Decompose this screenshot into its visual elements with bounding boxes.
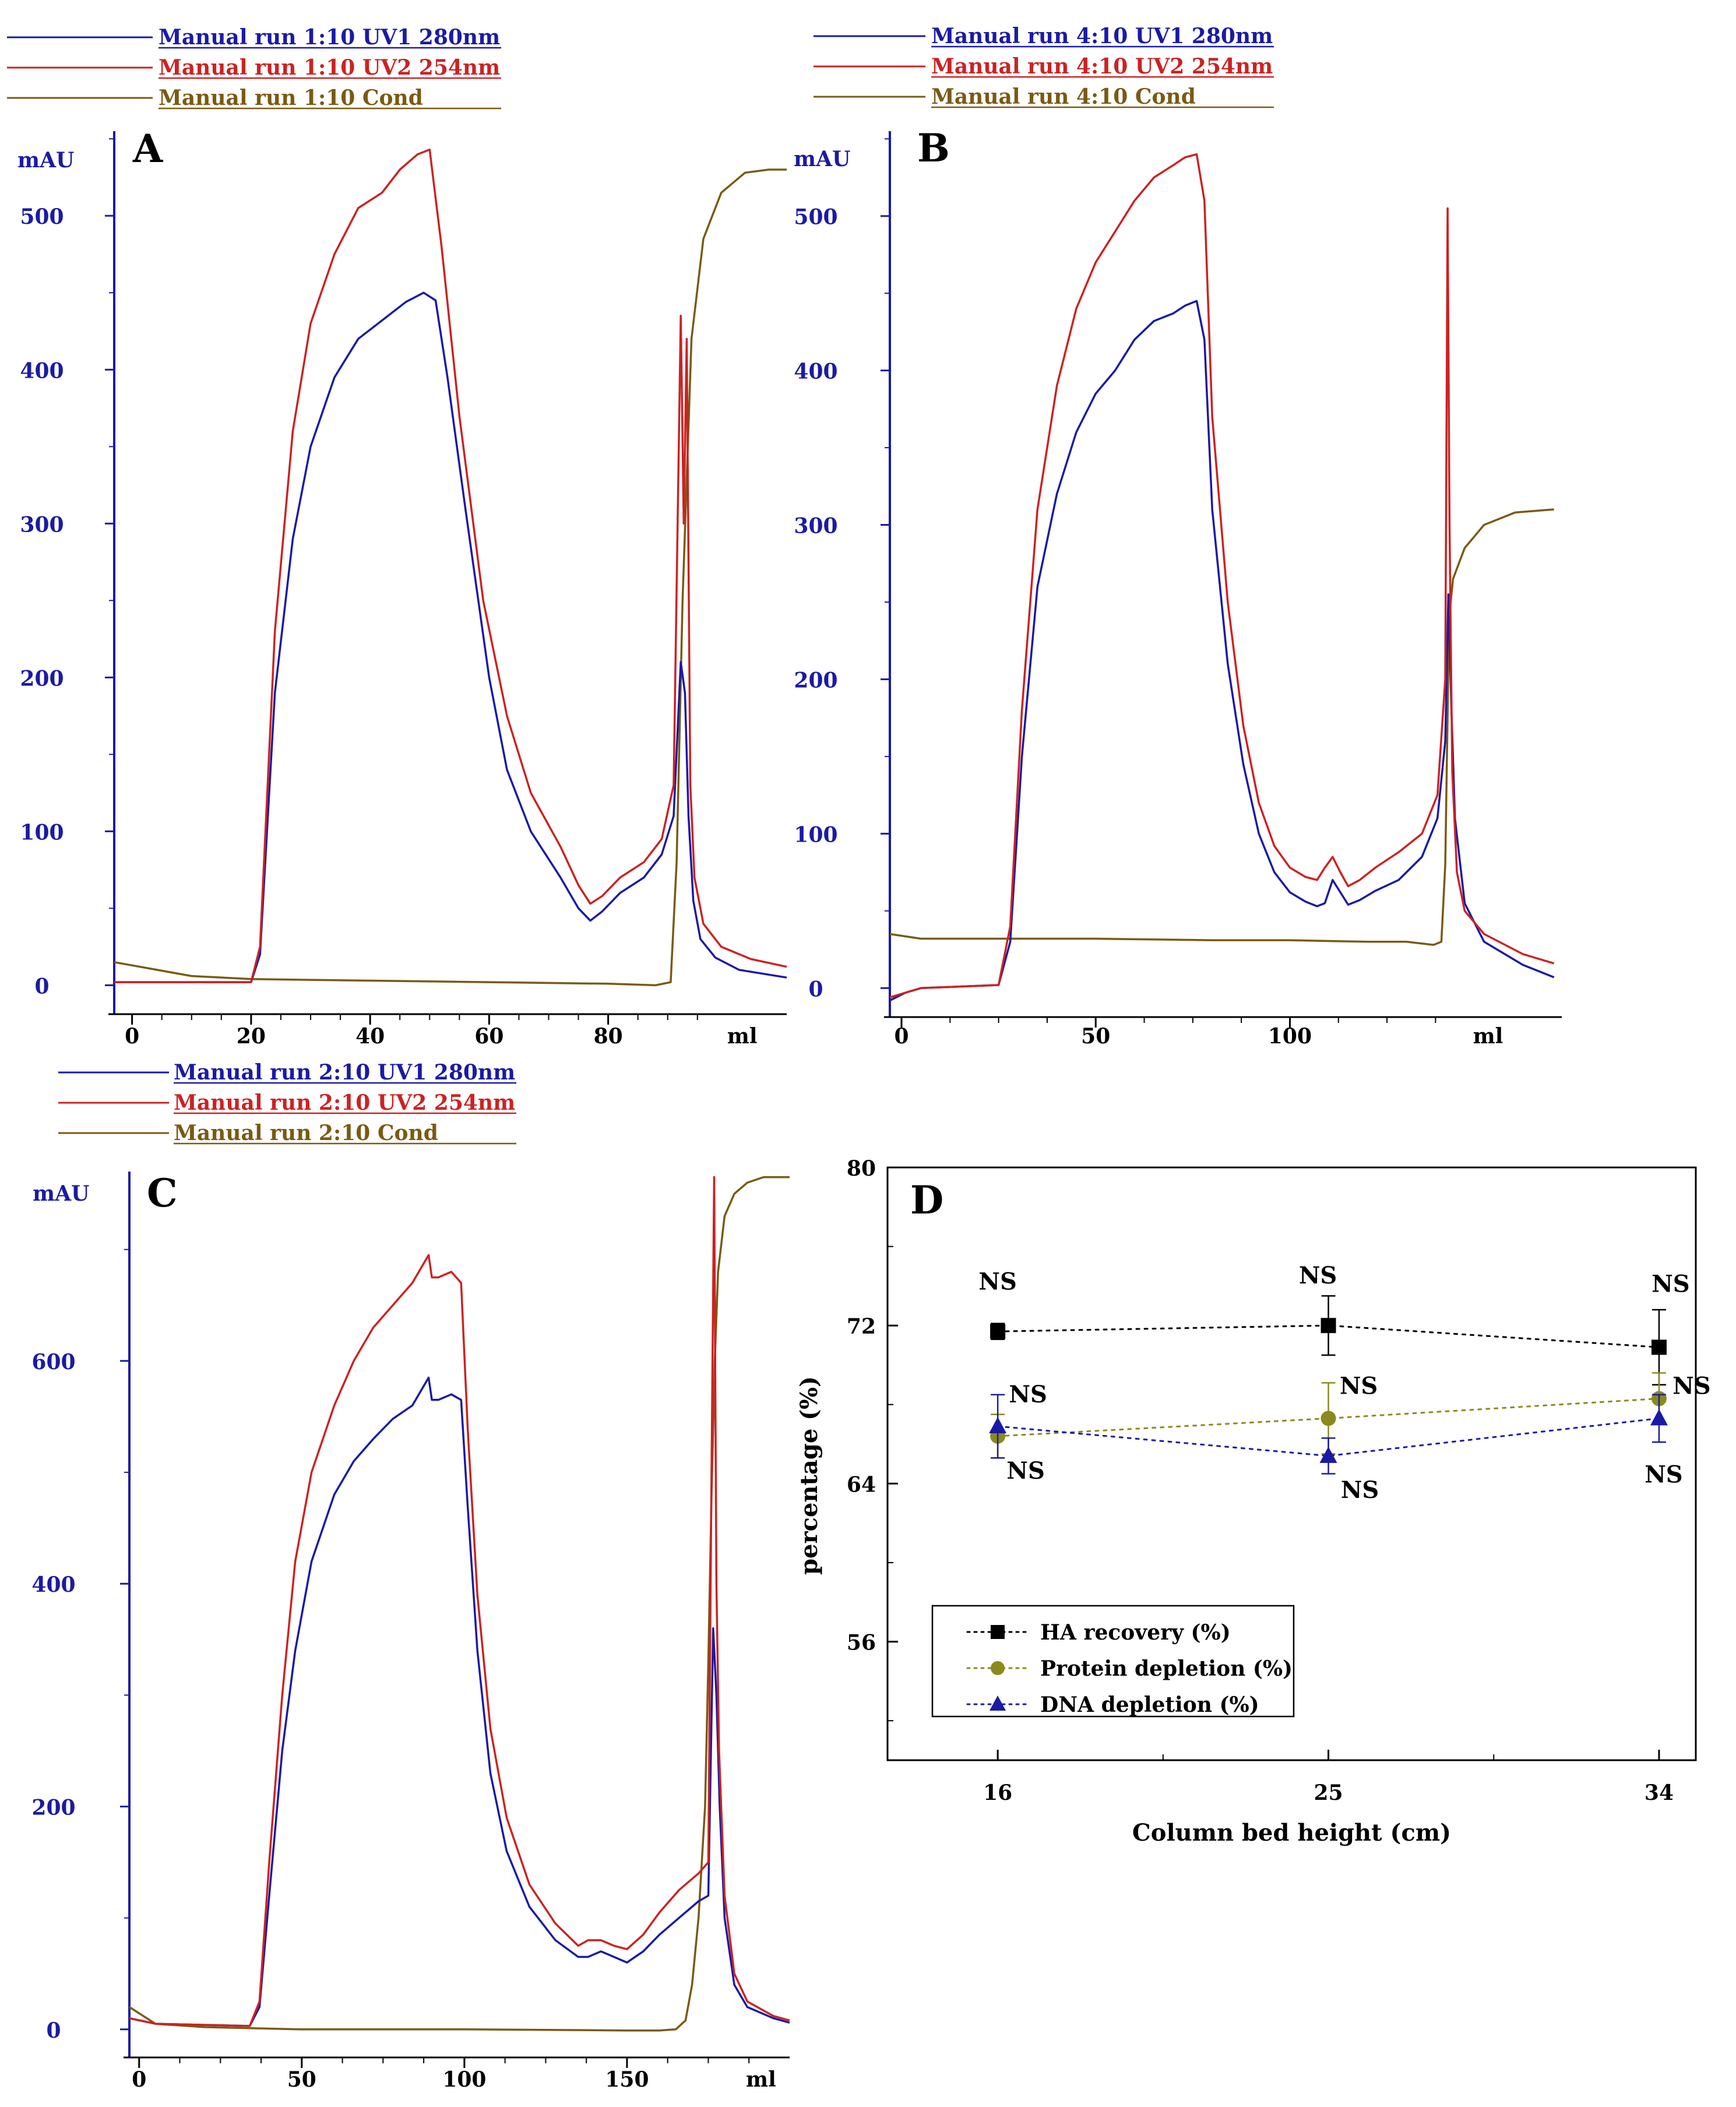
x-tick-label: 50 <box>287 2067 316 2092</box>
panel-label: A <box>132 126 163 171</box>
x-axis-label: ml <box>727 1024 758 1049</box>
y-tick-label: 0 <box>34 974 49 998</box>
y-tick-label: 0 <box>46 2018 61 2043</box>
y-axis-label: mAU <box>794 147 850 171</box>
legend-label: Manual run 4:10 UV1 280nm <box>931 24 1273 48</box>
ns-label: NS <box>1009 1381 1047 1408</box>
panel-label: B <box>917 125 950 171</box>
conductivity-line <box>114 168 787 987</box>
uv1-280nm-line <box>889 300 1555 1002</box>
x-tick-label: 16 <box>983 1781 1012 1805</box>
y-tick-label: 600 <box>31 1350 75 1374</box>
legend-marker-triangle <box>990 1696 1006 1711</box>
ns-label: NS <box>978 1268 1016 1295</box>
x-tick-label: 40 <box>355 1024 385 1049</box>
x-axis-label: ml <box>1473 1024 1503 1049</box>
uv2-254nm-line <box>114 148 787 983</box>
y-tick-label: 400 <box>31 1573 75 1597</box>
x-tick-label: 25 <box>1314 1781 1343 1805</box>
uv2-254nm-line <box>889 153 1555 998</box>
y-tick-label: 64 <box>847 1472 876 1497</box>
data-point-triangle <box>1319 1446 1337 1463</box>
y-tick-label: 200 <box>31 1795 75 1820</box>
y-axis-label: mAU <box>33 1181 89 1206</box>
y-axis-label: mAU <box>17 148 74 173</box>
legend-label: Manual run 1:10 UV2 254nm <box>159 55 500 80</box>
legend-box <box>931 1605 1295 1718</box>
data-point-square <box>1321 1318 1336 1334</box>
x-tick-label: 50 <box>1081 1024 1110 1049</box>
data-point-circle <box>1321 1410 1336 1426</box>
y-tick-label: 200 <box>20 666 64 691</box>
uv2-254nm-line <box>129 1176 790 2027</box>
x-tick-label: 150 <box>605 2067 649 2092</box>
y-tick-label: 500 <box>20 205 64 229</box>
x-tick-label: 80 <box>594 1024 623 1049</box>
legend-label: Manual run 2:10 Cond <box>174 1121 438 1145</box>
y-tick-label: 100 <box>794 822 837 847</box>
legend-label: DNA depletion (%) <box>1040 1693 1259 1717</box>
conductivity-line <box>129 1176 790 2032</box>
plot-frame <box>886 1166 1697 1761</box>
y-tick-label: 56 <box>847 1631 876 1655</box>
legend-label: Manual run 1:10 UV1 280nm <box>159 25 500 50</box>
y-axis-label: percentage (%) <box>795 1376 823 1575</box>
legend-label: Protein depletion (%) <box>1040 1656 1293 1681</box>
legend-label: Manual run 4:10 Cond <box>931 85 1196 109</box>
y-tick-label: 400 <box>20 358 64 383</box>
data-point-triangle <box>989 1417 1007 1434</box>
x-axis-label: Column bed height (cm) <box>1132 1819 1451 1846</box>
x-tick-label: 34 <box>1645 1781 1674 1805</box>
y-tick-label: 80 <box>847 1156 876 1181</box>
data-point-triangle <box>1650 1409 1668 1426</box>
y-tick-label: 0 <box>808 977 823 1001</box>
ns-label: NS <box>1299 1262 1337 1289</box>
ns-label: NS <box>1645 1461 1682 1489</box>
data-point-square <box>1651 1339 1667 1355</box>
ns-label: NS <box>1006 1457 1044 1485</box>
legend-label: Manual run 2:10 UV1 280nm <box>174 1060 515 1085</box>
ns-label: NS <box>1672 1373 1710 1400</box>
ns-label: NS <box>1340 1373 1378 1400</box>
y-tick-label: 500 <box>794 205 837 230</box>
x-tick-label: 100 <box>1268 1024 1312 1049</box>
uv1-280nm-line <box>114 291 787 983</box>
data-point-square <box>990 1324 1006 1339</box>
x-tick-label: 100 <box>442 2067 486 2092</box>
y-tick-label: 400 <box>794 360 837 384</box>
legend-label: Manual run 1:10 Cond <box>159 86 423 110</box>
uv1-280nm-line <box>129 1376 790 2027</box>
legend-marker-square <box>991 1625 1005 1639</box>
conductivity-line <box>889 508 1554 946</box>
x-tick-label: 60 <box>474 1024 503 1049</box>
panel-label: C <box>147 1170 178 1216</box>
y-tick-label: 200 <box>794 668 837 692</box>
y-tick-label: 100 <box>20 820 64 845</box>
y-tick-label: 72 <box>847 1314 876 1339</box>
x-tick-label: 0 <box>132 2067 146 2092</box>
panel-label: D <box>910 1177 943 1223</box>
legend-label: Manual run 4:10 UV2 254nm <box>931 54 1273 79</box>
legend-label: Manual run 2:10 UV2 254nm <box>174 1091 515 1115</box>
ns-label: NS <box>1341 1476 1379 1504</box>
y-tick-label: 300 <box>20 512 64 537</box>
x-axis-label: ml <box>746 2067 776 2092</box>
x-tick-label: 20 <box>237 1024 266 1049</box>
x-tick-label: 0 <box>894 1024 909 1049</box>
ns-label: NS <box>1652 1270 1689 1297</box>
legend-marker-circle <box>991 1661 1005 1675</box>
y-tick-label: 300 <box>794 514 837 539</box>
x-tick-label: 0 <box>125 1024 139 1049</box>
legend-label: HA recovery (%) <box>1040 1620 1231 1645</box>
